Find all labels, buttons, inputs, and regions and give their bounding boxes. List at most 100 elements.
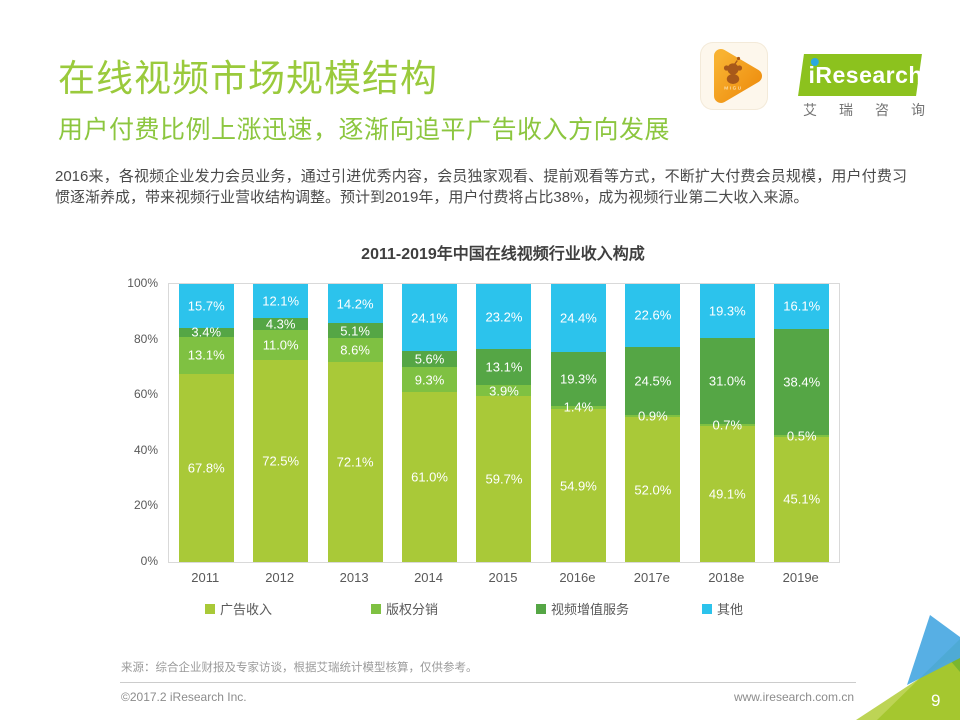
x-axis-label: 2017e <box>633 570 670 585</box>
bar-segment: 22.6% <box>625 284 681 347</box>
legend-swatch-icon <box>205 603 215 614</box>
legend-swatch-icon <box>536 603 546 614</box>
bar-slot-2013: 72.1% 8.6% 5.1% 14.2% <box>318 284 392 562</box>
bar-slot-2018e: 49.1% 0.7% 31.0% 19.3% <box>690 284 764 562</box>
legend-swatch-icon <box>371 603 381 614</box>
y-axis-label: 60% <box>133 387 158 402</box>
bar-segment: 12.1% <box>253 284 309 318</box>
iresearch-wordmark: iResearch <box>808 62 923 88</box>
corner-blue-shape <box>907 615 960 685</box>
segment-value-label: 3.4% <box>191 324 222 340</box>
bar-segment: 14.2% <box>327 284 383 324</box>
bar-segment: 8.6% <box>327 337 383 362</box>
bar-segment: 11.0% <box>253 329 309 361</box>
bar-segment: 38.4% <box>774 328 830 436</box>
segment-value-label: 16.1% <box>783 298 821 314</box>
corner-lightgreen-shape <box>856 659 960 720</box>
x-axis-label: 2011 <box>191 570 220 585</box>
y-axis: 0% 20% 40% 60% 80% 100% <box>92 276 158 568</box>
iresearch-chinese-name: 艾瑞咨询 <box>803 102 947 118</box>
x-axis-label: 2018e <box>708 570 745 585</box>
bar-segment: 16.1% <box>774 284 830 329</box>
bar-segment: 0.5% <box>774 429 830 444</box>
stacked-bar-2018e: 49.1% 0.7% 31.0% 19.3% <box>699 284 755 562</box>
bar-slot-2014: 61.0% 9.3% 5.6% 24.1% <box>392 284 466 562</box>
stacked-bar-2015: 59.7% 3.9% 13.1% 23.2% <box>476 284 532 562</box>
migu-play-icon: MIGU <box>714 49 762 103</box>
bar-segment: 5.1% <box>327 323 383 338</box>
bar-segment: 61.0% <box>402 392 458 562</box>
bar-segment: 54.9% <box>550 409 606 562</box>
y-axis-label: 100% <box>127 276 158 290</box>
bar-segment: 59.7% <box>476 396 532 562</box>
bar-segment: 19.3% <box>699 284 755 338</box>
bar-segment: 0.9% <box>625 409 681 424</box>
y-axis-label: 40% <box>133 442 158 457</box>
bar-segment: 72.5% <box>253 360 309 562</box>
segment-value-label: 22.6% <box>634 307 672 323</box>
page-title: 在线视频市场规模结构 <box>58 58 438 99</box>
x-axis-label: 2015 <box>488 570 518 585</box>
bar-slot-2016e: 54.9% 1.4% 19.3% 24.4% <box>541 284 615 562</box>
bar-segment: 24.4% <box>550 284 606 352</box>
bar-segment: 9.3% <box>402 366 458 393</box>
bar-segment: 5.6% <box>402 351 458 367</box>
corner-green-shape <box>877 639 960 720</box>
legend-swatch-icon <box>702 603 712 614</box>
segment-value-label: 13.1% <box>485 359 523 375</box>
segment-value-label: 3.9% <box>489 383 519 399</box>
bar-segment: 19.3% <box>550 351 606 406</box>
migu-wordmark: MIGU <box>724 86 742 91</box>
segment-value-label: 23.2% <box>485 309 523 325</box>
bar-segment: 72.1% <box>327 361 383 562</box>
bar-segment: 24.1% <box>402 284 458 352</box>
segment-value-label: 24.5% <box>634 373 672 389</box>
x-axis-label: 2012 <box>265 570 295 585</box>
legend-label: 广告收入 <box>220 602 273 617</box>
legend-item: 版权分销 <box>371 599 438 618</box>
bar-segment: 52.0% <box>625 417 681 562</box>
bar-segment: 31.0% <box>699 337 755 424</box>
bar-segment: 15.7% <box>178 284 234 328</box>
x-axis-label: 2013 <box>339 570 369 585</box>
segment-value-label: 1.4% <box>563 399 594 415</box>
segment-value-label: 45.1% <box>783 491 821 507</box>
segment-value-label: 4.3% <box>265 316 296 332</box>
bar-slot-2012: 72.5% 11.0% 4.3% 12.1% <box>243 284 317 562</box>
segment-value-label: 14.2% <box>336 296 374 312</box>
bar-segment: 1.4% <box>550 400 606 415</box>
stacked-bar-2012: 72.5% 11.0% 4.3% 12.1% <box>253 284 309 562</box>
iresearch-logo: iResearch <box>798 54 923 96</box>
y-axis-label: 80% <box>133 331 158 346</box>
legend-item: 广告收入 <box>205 599 272 618</box>
migu-mascot-icon <box>723 56 743 84</box>
segment-value-label: 67.8% <box>187 460 225 476</box>
stacked-bar-2019e: 45.1% 0.5% 38.4% 16.1% <box>774 284 830 562</box>
stacked-bar-2017e: 52.0% 0.9% 24.5% 22.6% <box>625 284 681 562</box>
segment-value-label: 24.1% <box>411 310 448 326</box>
segment-value-label: 15.7% <box>187 298 225 314</box>
migu-logo: MIGU <box>700 42 768 110</box>
legend-label: 其他 <box>717 602 744 617</box>
legend-item: 其他 <box>702 599 743 618</box>
bar-segment: 67.8% <box>178 373 234 562</box>
legend: 广告收入 版权分销 视频增值服务 其他 <box>0 599 960 619</box>
bar-segment: 24.5% <box>625 346 681 415</box>
bar-segment: 3.9% <box>476 383 532 399</box>
page-subtitle: 用户付费比例上涨迅速，逐渐向追平广告收入方向发展 <box>58 116 671 144</box>
bar-segment: 4.3% <box>253 316 309 332</box>
website-url: www.iresearch.com.cn <box>733 690 854 704</box>
stacked-bar-2011: 67.8% 13.1% 3.4% 15.7% <box>178 284 234 562</box>
segment-value-label: 5.6% <box>414 351 445 367</box>
segment-value-label: 59.7% <box>485 471 523 487</box>
segment-value-label: 72.5% <box>262 453 300 469</box>
segment-value-label: 72.1% <box>336 454 374 470</box>
segment-value-label: 19.3% <box>708 303 746 319</box>
segment-value-label: 38.4% <box>783 374 821 390</box>
corner-decoration: 9 <box>850 608 960 720</box>
stacked-bar-2014: 61.0% 9.3% 5.6% 24.1% <box>402 284 458 562</box>
bar-segment: 3.4% <box>178 324 234 340</box>
copyright-text: ©2017.2 iResearch Inc. <box>121 690 247 704</box>
iresearch-dot-icon <box>810 58 819 66</box>
bar-segment: 45.1% <box>774 436 830 562</box>
